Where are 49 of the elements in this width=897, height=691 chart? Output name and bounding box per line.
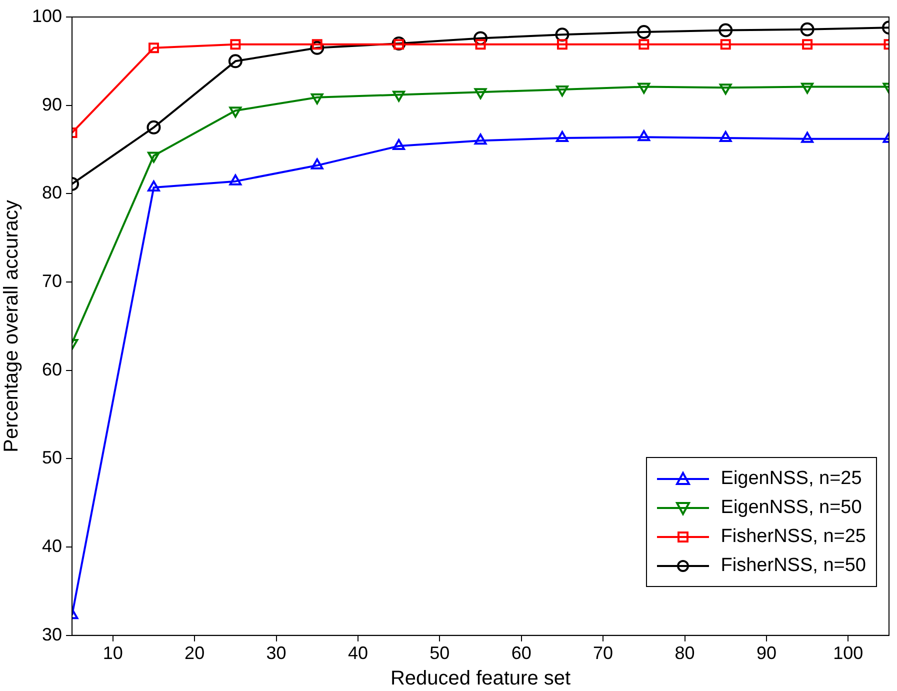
y-tick-label: 40: [42, 536, 62, 556]
x-tick-label: 60: [511, 643, 532, 664]
point: [718, 23, 733, 38]
point: [802, 39, 813, 50]
point: [638, 39, 650, 50]
legend-label: EigenNSS, n=50: [720, 496, 862, 518]
point: [146, 120, 161, 134]
point: [556, 39, 568, 50]
point: [229, 174, 242, 186]
legend-label: EigenNSS, n=25: [720, 468, 862, 490]
point: [801, 132, 814, 143]
point: [555, 28, 570, 42]
point: [230, 39, 241, 50]
point: [556, 131, 568, 142]
legend-label: FisherNSS, n=50: [720, 554, 866, 576]
point: [719, 131, 732, 142]
point: [474, 31, 488, 46]
y-tick-label: 60: [42, 359, 62, 380]
x-tick-label: 70: [593, 643, 614, 664]
y-tick-label: 80: [42, 182, 62, 203]
x-tick-label: 20: [184, 643, 205, 664]
x-tick-label: 30: [266, 643, 286, 664]
x-tick-label: 10: [102, 643, 123, 664]
point: [475, 39, 486, 50]
point: [148, 42, 159, 54]
x-tick-label: 100: [833, 643, 864, 664]
point: [720, 39, 731, 50]
x-tick-label: 90: [756, 643, 776, 664]
y-tick-label: 70: [42, 270, 62, 291]
y-axis-title: Percentage overall accuracy: [0, 200, 23, 452]
y-tick-label: 50: [42, 448, 62, 468]
point: [392, 138, 406, 150]
point: [636, 25, 651, 40]
point: [148, 180, 160, 192]
legend-label: FisherNSS, n=25: [720, 526, 866, 548]
point: [638, 130, 650, 142]
point: [392, 36, 406, 51]
x-tick-label: 80: [674, 643, 695, 664]
y-tick-label: 30: [42, 624, 62, 644]
x-tick-label: 40: [348, 643, 368, 664]
point: [310, 40, 324, 55]
y-tick-label: 90: [42, 94, 62, 114]
point: [800, 22, 814, 36]
point: [474, 134, 487, 145]
x-axis-title: Reduced feature set: [390, 668, 572, 690]
point: [310, 158, 324, 170]
point: [228, 54, 242, 68]
x-tick-label: 50: [430, 643, 450, 664]
y-tick-label: 100: [32, 6, 62, 26]
